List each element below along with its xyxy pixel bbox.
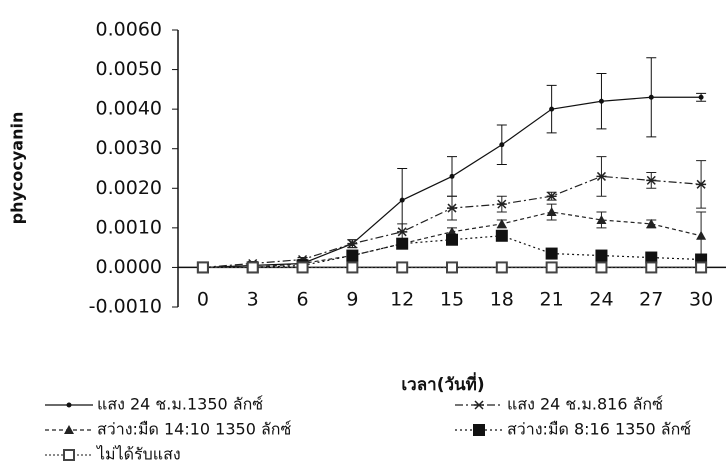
- data-point: [450, 174, 455, 179]
- x-tick-label: 12: [390, 289, 414, 311]
- chart: phycocyanin เวลา(วันที่) -0.0010 0.0000 0.…: [0, 0, 726, 468]
- legend-marker: [474, 401, 484, 409]
- data-point: [549, 107, 554, 112]
- legend-label: ไม่ได้รับแสง: [95, 445, 181, 464]
- x-tick-label: 3: [247, 289, 259, 311]
- y-tick-label: 0.0010: [96, 216, 162, 238]
- data-point: [400, 198, 405, 203]
- legend-marker: [64, 450, 74, 460]
- x-tick-label: 30: [689, 289, 713, 311]
- data-point: [595, 250, 607, 262]
- x-tick-label: 24: [589, 289, 613, 311]
- x-axis-label: เวลา(วันที่): [401, 372, 484, 395]
- data-point: [599, 99, 604, 104]
- legend-marker: [473, 424, 485, 436]
- x-tick-label: 0: [197, 289, 209, 311]
- y-tick-label: 0.0020: [96, 177, 162, 199]
- x-tick-label: 9: [346, 289, 358, 311]
- data-point: [346, 250, 358, 262]
- y-tick-label: 0.0000: [96, 256, 162, 278]
- data-point: [547, 262, 557, 272]
- data-point: [198, 262, 208, 272]
- y-tick-label: 0.0040: [96, 98, 162, 120]
- data-point: [248, 262, 258, 272]
- data-point: [396, 238, 408, 250]
- data-point: [497, 262, 507, 272]
- data-point: [547, 207, 557, 216]
- data-point: [696, 262, 706, 272]
- data-point: [699, 95, 704, 100]
- x-tick-label: 27: [639, 289, 663, 311]
- legend-marker: [64, 425, 74, 434]
- data-point: [696, 231, 706, 240]
- legend-label: แสง 24 ช.ม.1350 ลักซ์: [97, 395, 263, 414]
- y-axis-label: phycocyanin: [8, 112, 27, 225]
- data-point: [397, 262, 407, 272]
- data-point: [499, 142, 504, 147]
- data-point: [447, 262, 457, 272]
- data-point: [646, 262, 656, 272]
- y-tick-label: 0.0060: [96, 19, 162, 41]
- x-tick-label: 6: [296, 289, 308, 311]
- data-point: [546, 248, 558, 260]
- data-point: [446, 234, 458, 246]
- x-tick-label: 21: [540, 289, 564, 311]
- x-tick-label: 18: [490, 289, 514, 311]
- data-point: [298, 262, 308, 272]
- legend-label: สว่าง:มืด 8:16 1350 ลักซ์: [507, 420, 691, 439]
- legend-label: แสง 24 ช.ม.816 ลักซ์: [507, 395, 663, 414]
- data-point: [496, 230, 508, 242]
- legend-label: สว่าง:มืด 14:10 1350 ลักซ์: [97, 420, 291, 439]
- data-point: [347, 262, 357, 272]
- x-tick-label: 15: [440, 289, 464, 311]
- y-tick-label: 0.0050: [96, 58, 162, 80]
- data-point: [649, 95, 654, 100]
- legend-marker: [67, 403, 72, 408]
- data-point: [596, 262, 606, 272]
- y-tick-label: 0.0030: [96, 137, 162, 159]
- y-tick-label: -0.0010: [89, 296, 162, 318]
